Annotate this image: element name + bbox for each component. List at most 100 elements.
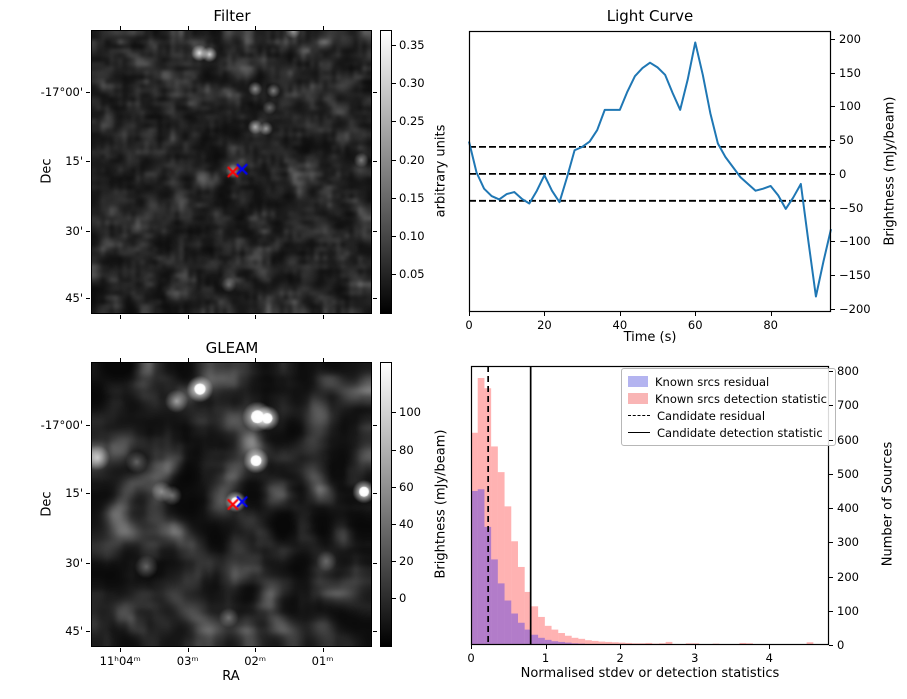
time-tick xyxy=(695,312,697,316)
hist-bar xyxy=(491,446,498,645)
histogram-legend: Known srcs residual Known srcs detection … xyxy=(621,368,836,446)
dec-tick-right xyxy=(373,230,377,232)
brightness-tick-label: 200 xyxy=(839,32,861,47)
ra-tick-label: 11ʰ04ᵐ xyxy=(99,654,141,668)
ra-tick-top xyxy=(120,358,122,362)
stat-tick-label: 0 xyxy=(467,651,475,665)
count-tick xyxy=(829,439,833,441)
filter-ylabel: Dec xyxy=(39,158,55,184)
colorbar-tick xyxy=(392,412,396,414)
count-tick xyxy=(829,473,833,475)
hist-bar xyxy=(491,559,498,645)
legend-entry-label: Candidate detection statistic xyxy=(657,425,823,440)
time-tick xyxy=(544,312,546,316)
count-tick-label: 100 xyxy=(837,603,859,618)
count-tick xyxy=(829,542,833,544)
hist-bar xyxy=(538,637,545,645)
colorbar-tick xyxy=(392,273,396,275)
count-tick-label: 600 xyxy=(837,432,859,447)
legend-entry: Candidate residual xyxy=(628,407,827,424)
hist-bar xyxy=(504,506,512,645)
hist-bar xyxy=(517,566,525,645)
colorbar-tick-label: 40 xyxy=(399,516,414,531)
colorbar-tick xyxy=(392,159,396,161)
ra-tick-top xyxy=(322,358,324,362)
dec-tick-right xyxy=(373,493,377,495)
brightness-tick xyxy=(831,241,835,243)
brightness-tick xyxy=(831,72,835,74)
brightness-tick-label: 100 xyxy=(839,99,861,114)
time-tick-label: 20 xyxy=(537,318,552,332)
brightness-tick-label: −100 xyxy=(839,234,871,249)
time-tick-label: 80 xyxy=(763,318,778,332)
time-tick-label: 40 xyxy=(612,318,628,332)
dec-tick xyxy=(86,230,90,232)
ra-tick xyxy=(187,648,189,652)
hist-bar xyxy=(511,613,518,645)
lightcurve-panel-title: Light Curve xyxy=(606,7,694,25)
histogram-plot xyxy=(470,365,830,646)
hist-bar xyxy=(471,432,478,645)
hist-bar xyxy=(578,638,586,645)
stat-tick-label: 3 xyxy=(691,651,699,665)
count-tick xyxy=(829,371,833,373)
gleam-colorbar xyxy=(380,362,392,647)
stat-tick xyxy=(694,645,696,649)
brightness-tick-label: 0 xyxy=(839,166,847,181)
ra-tick-top xyxy=(255,358,257,362)
ra-tick xyxy=(120,315,122,319)
dec-tick-right xyxy=(373,424,377,426)
brightness-tick xyxy=(831,274,835,276)
colorbar-tick-label: 60 xyxy=(399,479,414,494)
ra-tick-label: 01ᵐ xyxy=(311,654,334,668)
hist-bar xyxy=(558,633,565,645)
legend-entry: Known srcs residual xyxy=(628,373,827,390)
dec-tick xyxy=(86,563,90,565)
hist-bar xyxy=(564,642,572,645)
colorbar-tick-label: 0.30 xyxy=(399,76,425,91)
count-tick-label: 400 xyxy=(837,501,859,516)
gleam-sky-image xyxy=(91,362,372,647)
stat-tick xyxy=(471,645,472,649)
hist-bar xyxy=(477,489,485,645)
dec-tick xyxy=(86,630,90,632)
colorbar-tick-label: 0.10 xyxy=(399,228,425,243)
time-tick xyxy=(619,312,621,316)
brightness-tick xyxy=(831,308,835,310)
colorbar-tick-label: 80 xyxy=(399,442,414,457)
dec-tick-right xyxy=(373,297,377,299)
hist-bar xyxy=(471,490,478,645)
brightness-tick xyxy=(831,140,835,142)
plot-border xyxy=(470,365,830,646)
legend-dashed-line-swatch xyxy=(628,415,650,416)
ra-tick-top xyxy=(187,26,189,30)
ra-tick xyxy=(322,315,324,319)
colorbar-tick-label: 0 xyxy=(399,591,407,606)
count-tick-label: 300 xyxy=(837,535,859,550)
colorbar-tick-label: 100 xyxy=(399,405,421,420)
gleam-panel-title: GLEAM xyxy=(205,339,259,357)
ra-tick-top xyxy=(322,26,324,30)
dec-tick-right xyxy=(373,563,377,565)
time-tick-label: 0 xyxy=(465,318,473,332)
ra-tick-top xyxy=(255,26,257,30)
filter-panel-title: Filter xyxy=(213,7,251,25)
brightness-tick-label: −150 xyxy=(839,267,871,282)
colorbar-tick-label: 0.05 xyxy=(399,266,425,281)
hist-bar xyxy=(564,635,572,645)
brightness-tick-label: 150 xyxy=(839,65,861,80)
ra-tick-label: 03ᵐ xyxy=(176,654,199,668)
hist-bar xyxy=(484,526,492,645)
count-tick xyxy=(829,508,833,510)
dec-tick xyxy=(86,92,90,94)
ra-tick xyxy=(120,648,122,652)
colorbar-tick xyxy=(392,121,396,123)
hist-bar xyxy=(511,541,518,645)
dec-tick-label: 15' xyxy=(65,486,83,501)
ra-tick xyxy=(322,648,324,652)
dec-tick-label: 45' xyxy=(65,290,83,305)
filter-colorbar xyxy=(380,30,392,314)
hist-bar xyxy=(524,629,532,645)
hist-bar xyxy=(665,641,673,645)
lightcurve-xlabel: Time (s) xyxy=(623,330,677,345)
